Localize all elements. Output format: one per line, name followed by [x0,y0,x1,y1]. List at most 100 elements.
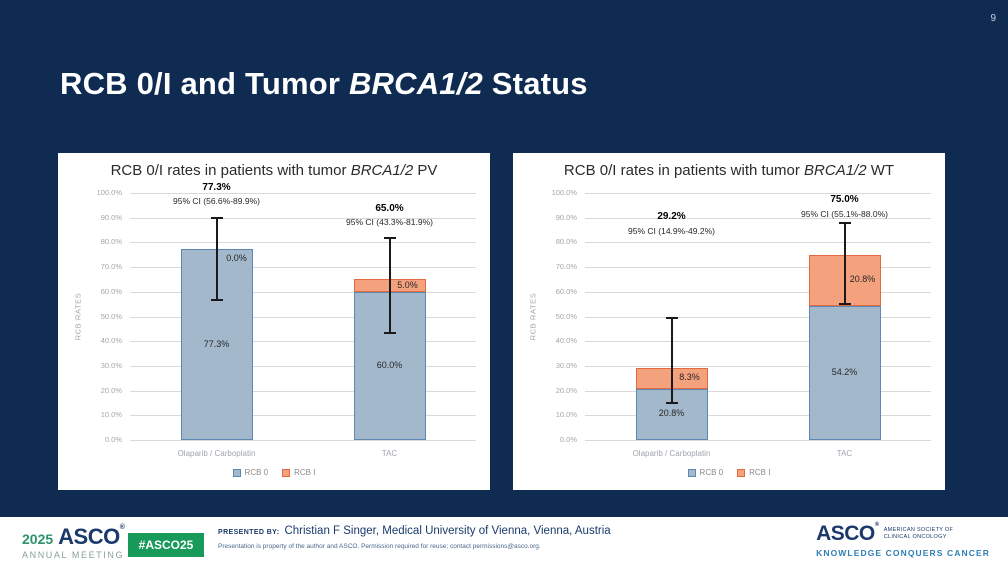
error-bar-cap [665,317,678,320]
y-tick-label: 0.0% [104,435,122,444]
y-tick-label: 50.0% [100,311,122,321]
y-tick-label: 90.0% [100,212,122,222]
legend-label: RCB I [749,468,771,477]
segment-value-label: 20.8% [658,408,685,419]
y-axis-title: RCB RATES [528,292,538,340]
registered-mark: ® [119,524,125,531]
legend-item-rcb-0: RCB 0 [687,468,724,477]
society-name: AMERICAN SOCIETY OF CLINICAL ONCOLOGY [883,526,954,540]
chart-title: RCB 0/I rates in patients with tumor BRC… [563,162,895,179]
segment-value-label: 8.3% [679,372,700,383]
total-value: 29.2% [657,211,686,223]
meeting-asco-wordmark: ASCO® [58,524,125,549]
disclaimer-text: Presentation is property of the author a… [218,543,541,550]
slide-title-prefix: RCB 0/I and Tumor [60,66,349,101]
gridline [585,365,931,367]
total-annotation: 75.0% 95% CI (55.1%-88.0%) [750,193,940,220]
error-bar [843,222,846,304]
y-axis-title: RCB RATES [73,292,83,340]
confidence-interval: 95% CI (43.3%-81.9%) [346,217,433,228]
y-tick-label: 10.0% [100,410,122,420]
total-annotation: 65.0% 95% CI (43.3%-81.9%) [295,202,485,229]
total-annotation: 77.3% 95% CI (56.6%-89.9%) [122,181,312,208]
gridline [585,415,931,417]
y-tick-label: 100.0% [96,188,122,197]
legend-swatch-icon [282,468,291,477]
gridline [585,316,931,318]
y-tick-label: 80.0% [555,237,577,247]
error-bar-cap [838,221,851,224]
y-tick-label: 20.0% [555,385,577,395]
gridline [585,440,931,441]
y-tick-label: 0.0% [559,435,577,444]
confidence-interval: 95% CI (56.6%-89.9%) [173,196,260,207]
footer: 2025 ASCO® ANNUAL MEETING #ASCO25 PRESEN… [0,517,1008,567]
legend-label: RCB 0 [699,468,724,477]
segment-value-label: 20.8% [849,274,876,285]
segment-value-label: 54.2% [831,367,858,378]
asco-tagline: KNOWLEDGE CONQUERS CANCER [816,548,990,558]
legend-item-rcb-i: RCB I [282,468,315,477]
gridline [130,341,476,343]
asco-annual-meeting-logo: 2025 ASCO® ANNUAL MEETING [22,524,125,560]
chart-panel-brca-pv: RCB 0/I rates in patients with tumor BRC… [58,153,490,490]
chart-plot: 77.3% 0.0% 77.3% 95% CI (56.6%-89.9%) 60.0% 5… [130,182,476,441]
error-bar-cap [383,236,396,239]
chart-plot: 20.8% 8.3% 29.2% 95% CI (14.9%-49.2%) 54.2% 2… [585,193,931,441]
segment-value-label: 5.0% [397,279,418,290]
legend-swatch-icon [232,468,241,477]
chart-legend: RCB 0 RCB I [513,468,945,477]
category-label: TAC [836,449,853,458]
slide-title: RCB 0/I and Tumor BRCA1/2 Status [60,66,588,102]
error-bar [388,237,391,334]
gridline [585,390,931,392]
y-tick-label: 10.0% [555,410,577,420]
gridline [585,341,931,343]
y-tick-label: 60.0% [555,286,577,296]
legend-swatch-icon [687,468,696,477]
chart-title: RCB 0/I rates in patients with tumor BRC… [110,162,438,179]
error-bar-cap [383,332,396,335]
asco-wordmark: ASCO® [816,522,879,545]
gridline [130,291,476,293]
gridline [130,440,476,441]
gridline [130,242,476,244]
gridline [585,217,931,219]
confidence-interval: 95% CI (55.1%-88.0%) [801,208,888,219]
legend-item-rcb-i: RCB I [737,468,770,477]
category-label: Olaparib / Carboplatin [632,449,711,458]
legend-swatch-icon [737,468,746,477]
error-bar-cap [838,302,851,305]
registered-mark: ® [874,522,879,528]
y-tick-label: 100.0% [551,188,577,197]
gridline [130,390,476,392]
total-value: 75.0% [830,194,859,206]
legend-label: RCB I [294,468,316,477]
total-value: 65.0% [375,202,404,214]
legend-label: RCB 0 [244,468,269,477]
y-tick-label: 60.0% [100,286,122,296]
presented-by-block: PRESENTED BY: Christian F Singer, Medica… [218,525,611,550]
error-bar-cap [210,299,223,302]
total-value: 77.3% [202,181,231,193]
chart-legend: RCB 0 RCB I [58,468,490,477]
presented-by-label: PRESENTED BY: [218,529,280,536]
hashtag-badge: #ASCO25 [128,533,204,557]
error-bar-cap [665,402,678,405]
segment-value-label: 60.0% [376,359,403,370]
category-label: Olaparib / Carboplatin [177,449,256,458]
confidence-interval: 95% CI (14.9%-49.2%) [628,225,715,236]
gridline [130,415,476,417]
y-tick-label: 80.0% [100,237,122,247]
error-bar [215,217,218,301]
gridline [130,267,476,269]
gridline [130,217,476,219]
gridline [585,291,931,293]
gridline [130,316,476,318]
y-tick-label: 30.0% [555,360,577,370]
gridline [585,267,931,269]
y-tick-label: 30.0% [100,360,122,370]
gridline [585,193,931,194]
error-bar-cap [210,216,223,219]
